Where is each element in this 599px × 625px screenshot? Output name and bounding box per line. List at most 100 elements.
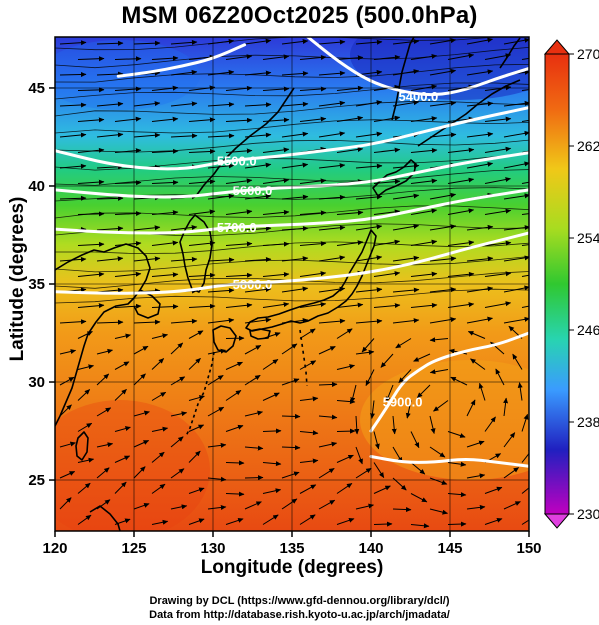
wind-arrow <box>151 148 179 154</box>
wind-arrow <box>281 70 309 76</box>
wind-arrow <box>96 256 124 262</box>
contour-5900.0 <box>369 331 529 433</box>
colorbar-tick-label: 270 <box>577 46 599 62</box>
streamline <box>55 169 529 186</box>
wind-arrow <box>244 445 264 451</box>
wind-arrow <box>77 457 95 463</box>
wind-arrow <box>484 116 512 122</box>
contour-label: 5900.0 <box>383 395 423 410</box>
wind-arrow <box>373 521 393 527</box>
wind-arrow <box>521 413 529 432</box>
wind-arrow <box>59 102 87 108</box>
wind-arrow <box>96 287 124 293</box>
wind-arrow <box>96 442 114 448</box>
wind-arrow <box>96 226 124 232</box>
wind-arrow <box>299 86 327 92</box>
wind-arrow <box>225 302 253 308</box>
wind-arrow <box>59 376 75 386</box>
wind-arrow <box>373 115 401 122</box>
wind-arrow <box>466 473 486 479</box>
wind-arrow <box>151 240 179 246</box>
wind-arrow <box>114 333 132 339</box>
wind-arrow <box>521 487 529 494</box>
x-tick-label: 145 <box>437 540 462 557</box>
wind-arrow <box>225 424 244 432</box>
wind-arrow <box>392 507 412 513</box>
wind-arrow <box>262 86 290 92</box>
wind-arrow <box>429 287 457 293</box>
wind-arrow <box>77 56 105 62</box>
wind-arrow <box>392 39 420 45</box>
wind-arrow <box>151 391 167 401</box>
wind-arrow <box>114 271 142 277</box>
wind-arrow <box>77 303 105 309</box>
wind-arrow <box>410 178 438 184</box>
wind-arrow <box>170 101 198 107</box>
wind-arrow <box>355 194 383 200</box>
wind-arrow <box>336 399 356 405</box>
wind-arrow <box>336 482 353 494</box>
wind-arrow <box>336 147 364 153</box>
wind-arrow <box>151 180 179 186</box>
wind-arrow <box>392 100 420 107</box>
wind-arrow <box>188 117 216 123</box>
wind-arrow <box>262 514 279 525</box>
contour-labels: 5400.0 5500.0 5600.0 5700.0 5800.0 5900.0 <box>217 89 438 410</box>
wind-arrow <box>521 305 529 308</box>
wind-arrow <box>262 488 282 494</box>
wind-arrow <box>225 491 245 497</box>
wind-arrow <box>484 146 512 153</box>
x-tick-label: 135 <box>279 540 304 557</box>
wind-arrow <box>170 225 198 231</box>
wind-arrow <box>355 467 372 479</box>
wind-arrow <box>188 518 205 525</box>
wind-arrow <box>188 487 205 494</box>
streamline <box>55 241 529 255</box>
wind-arrow <box>96 132 124 138</box>
wind-arrow <box>96 319 124 325</box>
wind-arrow <box>503 161 529 169</box>
wind-arrow <box>410 523 430 529</box>
wind-arrow <box>244 226 272 232</box>
wind-arrow <box>170 504 188 510</box>
wind-arrow <box>133 225 161 231</box>
wind-arrow <box>484 517 503 525</box>
wind-arrow <box>484 53 512 60</box>
wind-arrow <box>59 441 76 448</box>
wind-arrow <box>114 455 131 463</box>
wind-arrow <box>281 286 309 293</box>
wind-arrow <box>262 271 290 277</box>
wind-arrow <box>170 318 198 324</box>
wind-arrow <box>262 54 290 60</box>
wind-arrow <box>355 287 383 293</box>
wind-arrow <box>373 431 380 450</box>
wind-arrow <box>429 317 457 324</box>
wind-arrow <box>59 471 76 479</box>
wind-arrow <box>244 287 272 293</box>
wind-arrow <box>299 484 317 494</box>
wind-arrow <box>447 492 467 498</box>
wind-arrow <box>188 209 216 215</box>
colorbar-ticks: 270 262 254 246 238 230 <box>569 46 599 522</box>
wind-arrow <box>59 319 87 325</box>
wind-arrow <box>188 395 205 401</box>
wind-arrow <box>503 501 521 510</box>
wind-arrow <box>151 358 165 370</box>
wind-arrow <box>77 331 93 339</box>
wind-streamlines <box>55 37 529 529</box>
wind-arrow <box>77 271 105 277</box>
wind-arrow <box>398 369 412 384</box>
wind-arrow <box>336 517 355 525</box>
geopotential-contours <box>55 37 529 468</box>
contour-5800.0 <box>55 231 529 295</box>
wind-arrow <box>133 345 149 355</box>
wind-arrow <box>392 255 420 262</box>
wind-arrow <box>281 131 309 138</box>
wind-arrow <box>484 301 512 308</box>
wind-arrow <box>207 257 235 263</box>
sakhalin-coast <box>391 37 415 121</box>
wind-arrow <box>262 178 290 184</box>
wind-arrow <box>447 116 475 122</box>
wind-arrow <box>170 436 184 448</box>
wind-arrow <box>151 116 179 122</box>
